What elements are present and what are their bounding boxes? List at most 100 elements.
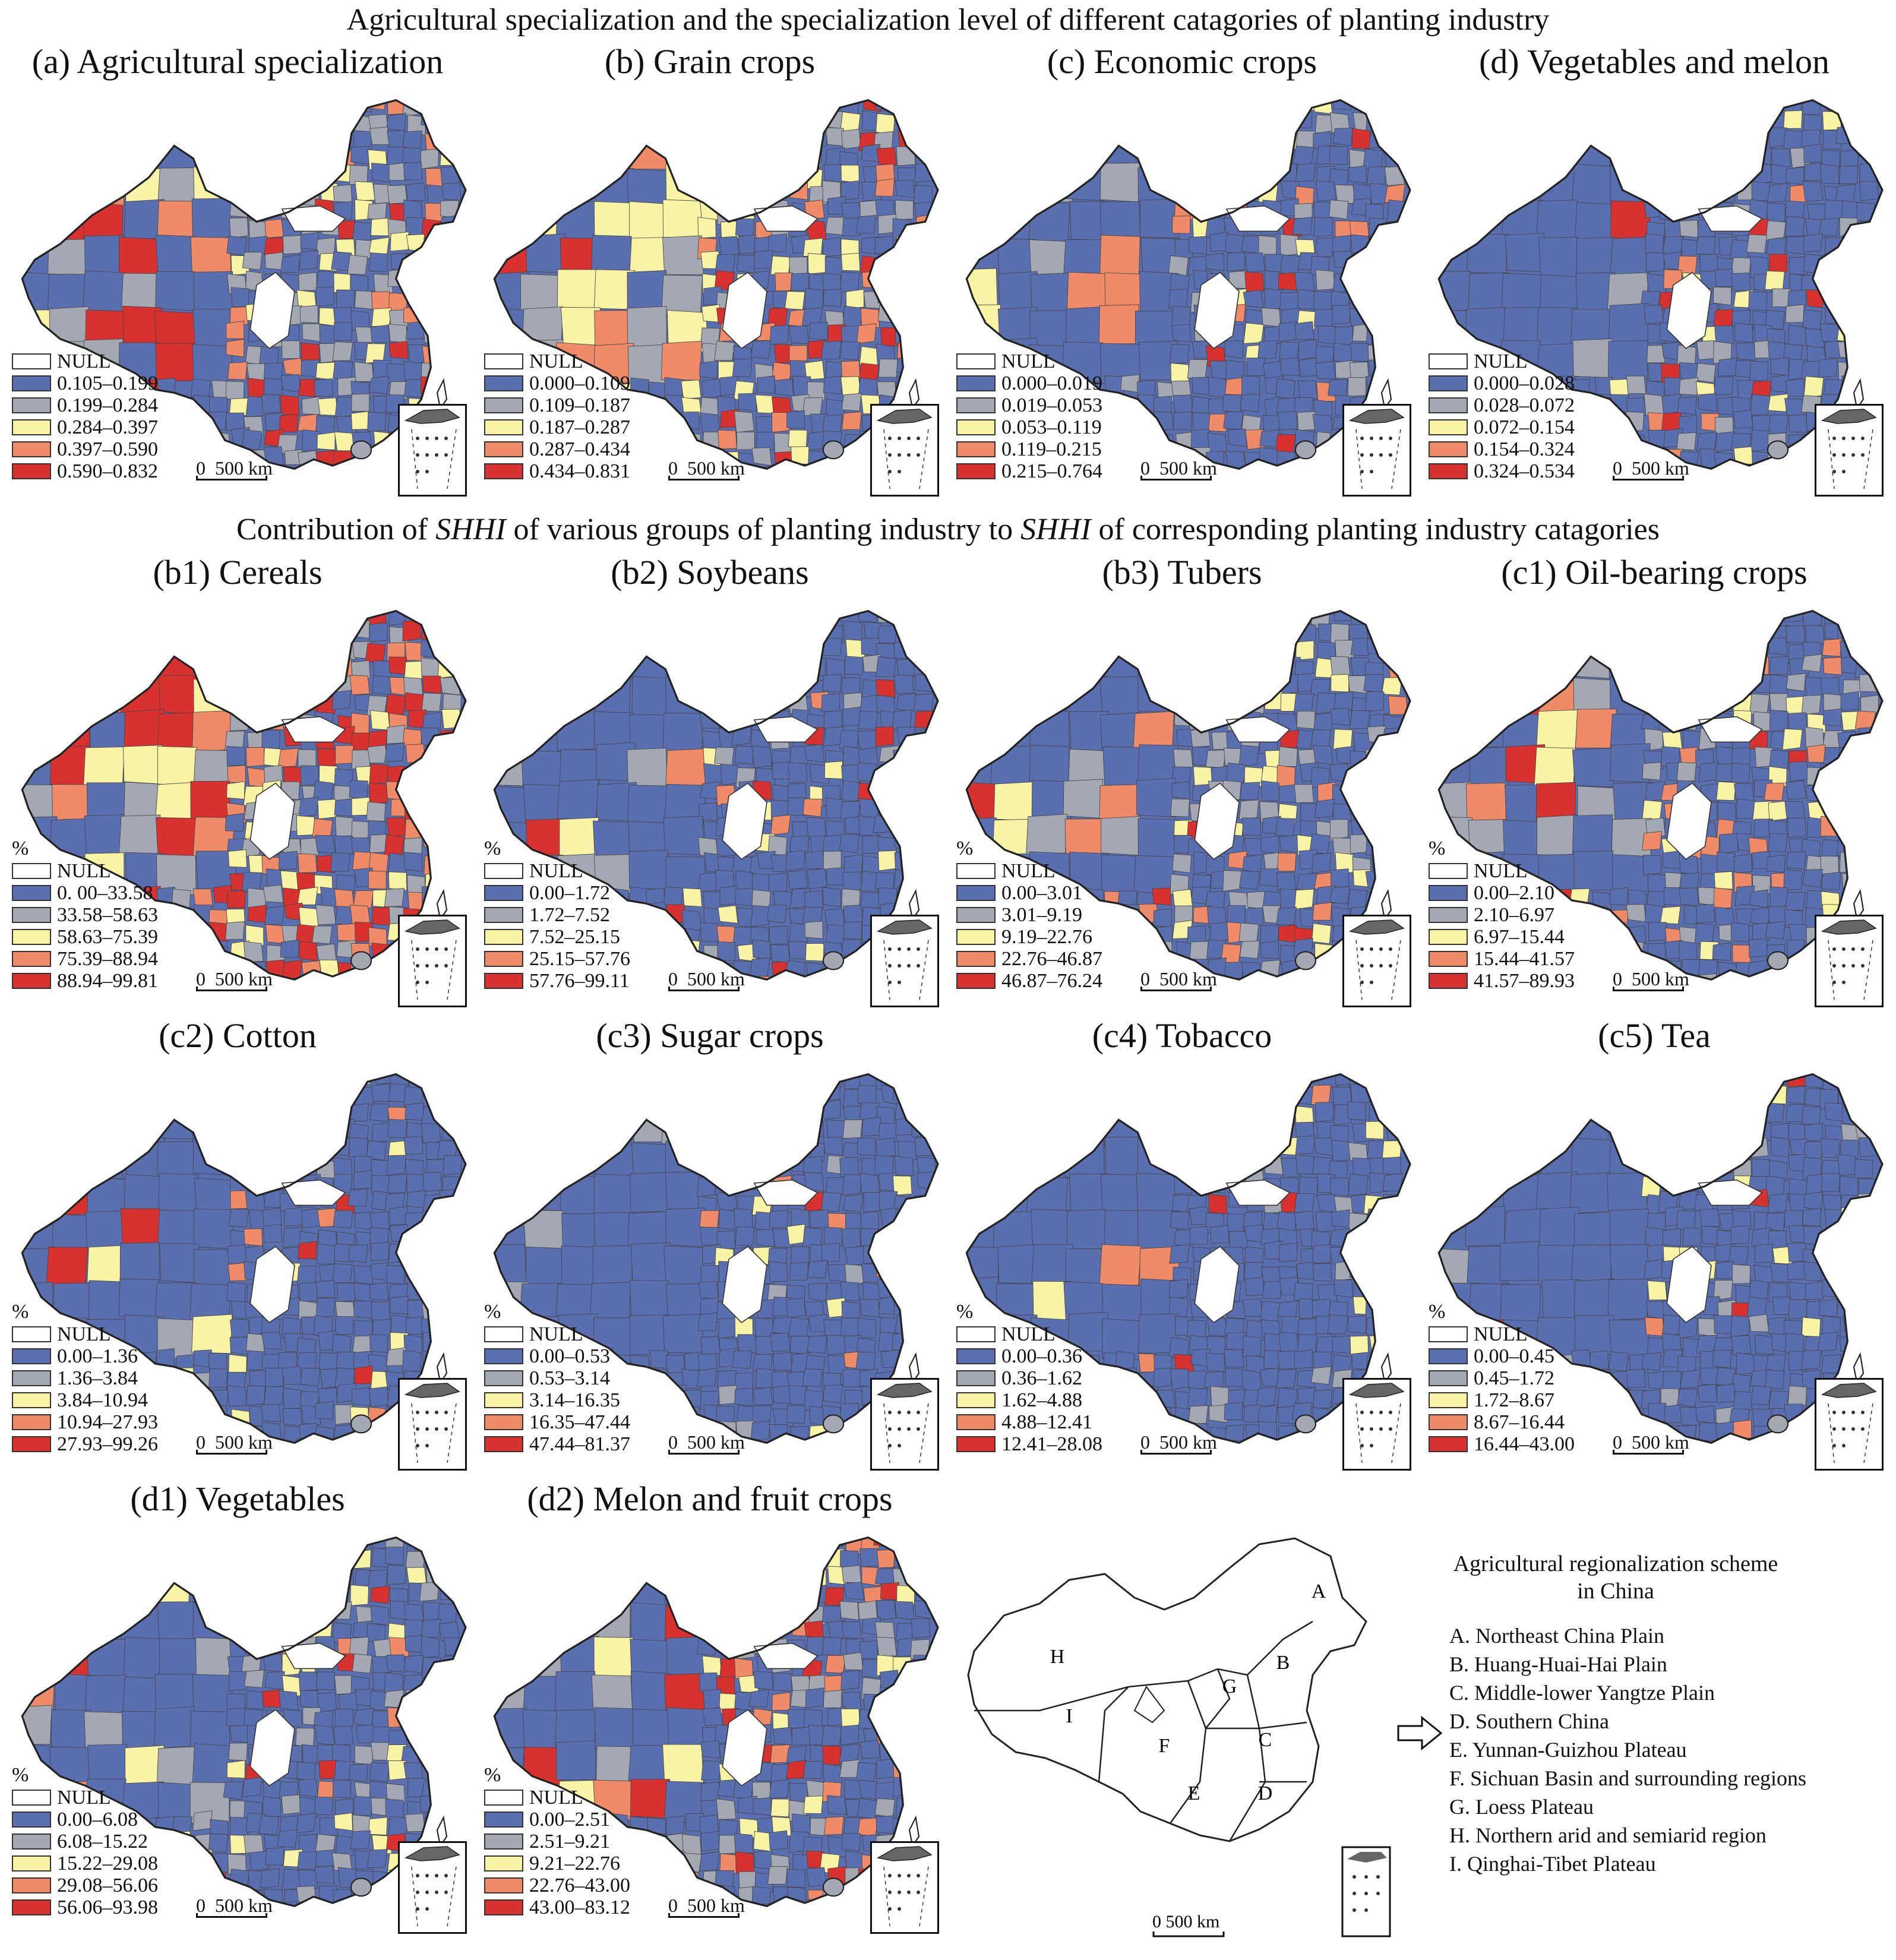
legend-item: 0.287–0.434 <box>484 438 630 460</box>
map-panel: (c3) Sugar crops% NULL 0.00–0.53 0.53–3.14 3… <box>478 1016 941 1479</box>
map-legend: NULL 0.000–0.109 0.109–0.187 0.187–0.287 0.2… <box>484 350 630 482</box>
choropleth-map <box>493 1536 939 1908</box>
legend-item: 29.08–56.06 <box>12 1874 158 1896</box>
south-china-sea-inset <box>1342 915 1411 1007</box>
legend-label: 43.00–83.12 <box>529 1896 630 1918</box>
legend-label: 41.57–89.93 <box>1474 969 1575 992</box>
legend-label: 10.94–27.93 <box>57 1411 158 1433</box>
legend-swatch <box>484 441 523 457</box>
legend-label: NULL <box>1474 350 1528 372</box>
legend-item: 0.154–0.324 <box>1429 438 1575 460</box>
legend-swatch <box>956 1392 996 1408</box>
legend-label: NULL <box>57 350 111 372</box>
map-panel: (c4) Tobacco% NULL 0.00–0.36 0.36–1.62 1.62–… <box>950 1016 1414 1479</box>
legend-swatch <box>12 863 51 879</box>
map-legend: NULL 0.105–0.199 0.199–0.284 0.284–0.397 0.3… <box>12 350 158 482</box>
legend-item: 47.44–81.37 <box>484 1433 630 1455</box>
legend-swatch <box>956 463 996 479</box>
legend-item: 22.76–43.00 <box>484 1874 630 1896</box>
legend-label: 0.105–0.199 <box>57 372 158 394</box>
legend-item: 0.00–3.01 <box>956 882 1102 904</box>
legend-label: NULL <box>1001 350 1056 372</box>
legend-label: 0.00–2.51 <box>529 1808 610 1831</box>
legend-label: 0.36–1.62 <box>1001 1367 1082 1389</box>
legend-item: 0.000–0.109 <box>484 372 630 394</box>
legend-item: 0.00–1.72 <box>484 882 630 904</box>
legend-unit: % <box>956 1301 974 1323</box>
legend-swatch <box>12 1855 51 1872</box>
legend-swatch <box>484 1899 523 1915</box>
legend-swatch <box>956 1348 996 1364</box>
legend-label: 22.76–43.00 <box>529 1874 630 1896</box>
legend-item: 0.019–0.053 <box>956 394 1102 416</box>
legend-item: 43.00–83.12 <box>484 1896 630 1918</box>
legend-swatch <box>1429 463 1468 479</box>
legend-swatch <box>484 1370 523 1386</box>
region-item: G. Loess Plateau <box>1449 1795 1594 1819</box>
legend-unit: % <box>956 837 974 859</box>
legend-item: 0.00–1.36 <box>12 1345 158 1367</box>
legend-swatch <box>956 951 996 967</box>
legend-swatch <box>1429 441 1468 457</box>
legend-label: NULL <box>1474 859 1528 882</box>
legend-item: NULL <box>484 1323 630 1345</box>
panel-title: (c3) Sugar crops <box>596 1016 824 1055</box>
legend-swatch <box>12 353 51 369</box>
legend-item: NULL <box>1429 860 1575 882</box>
legend-item: 75.39–88.94 <box>12 948 158 970</box>
scale-label: 0 500 km <box>1140 1431 1217 1453</box>
legend-label: 0.000–0.019 <box>1001 372 1102 394</box>
region-letter: G <box>1222 1676 1237 1697</box>
legend-label: 2.10–6.97 <box>1474 903 1554 926</box>
legend-label: 0.590–0.832 <box>57 460 158 482</box>
legend-label: 0.109–0.187 <box>529 394 630 416</box>
legend-swatch <box>12 375 51 391</box>
legend-label: 9.19–22.76 <box>1001 925 1092 948</box>
map-legend: % NULL 0.00–1.36 1.36–3.84 3.84–10.94 10.94–2… <box>12 1301 158 1455</box>
legend-item: 25.15–57.76 <box>484 948 630 970</box>
scale-bar: 0 500 km <box>1613 1431 1689 1455</box>
legend-label: 0.434–0.831 <box>529 460 630 482</box>
region-letter: A <box>1312 1580 1326 1602</box>
legend-label: 33.58–58.63 <box>57 903 158 926</box>
legend-item: 0.590–0.832 <box>12 460 158 482</box>
legend-item: 15.44–41.57 <box>1429 948 1575 970</box>
legend-label: NULL <box>529 859 583 882</box>
legend-swatch <box>956 1436 996 1452</box>
legend-label: NULL <box>57 1323 111 1345</box>
legend-label: 0.53–3.14 <box>529 1367 610 1389</box>
scale-bar: 0 500 km <box>668 968 745 991</box>
legend-item: 0.36–1.62 <box>956 1367 1102 1389</box>
legend-swatch <box>484 1414 523 1430</box>
legend-item: NULL <box>484 350 630 372</box>
legend-item: 0.119–0.215 <box>956 438 1102 460</box>
legend-item: 0.000–0.028 <box>1429 372 1575 394</box>
legend-item: 0.00–0.45 <box>1429 1345 1575 1367</box>
legend-swatch <box>484 1348 523 1364</box>
legend-label: 1.62–4.88 <box>1001 1389 1082 1411</box>
scale-label: 0 500 km <box>1613 1431 1689 1453</box>
regionalization-map-svg: A B C D E F G H I 0 500 km <box>967 1537 1391 1937</box>
legend-swatch <box>1429 1392 1468 1408</box>
region-item: D. Southern China <box>1449 1709 1609 1733</box>
legend-unit: % <box>12 1301 29 1323</box>
choropleth-map <box>1437 609 1884 981</box>
region-item: C. Middle-lower Yangtze Plain <box>1449 1681 1715 1705</box>
legend-swatch <box>12 463 51 479</box>
legend-unit: % <box>484 837 501 859</box>
panel-title: (d1) Vegetables <box>130 1480 345 1518</box>
legend-label: 0.119–0.215 <box>1001 438 1102 460</box>
legend-item: 0.434–0.831 <box>484 460 630 482</box>
legend-swatch <box>12 419 51 435</box>
legend-swatch <box>12 1790 51 1806</box>
panel-title: (b1) Cereals <box>153 553 323 592</box>
region-letter: F <box>1159 1735 1170 1757</box>
legend-swatch <box>956 419 996 435</box>
region-item: F. Sichuan Basin and surrounding regions <box>1449 1766 1807 1790</box>
legend-label: 1.36–3.84 <box>57 1367 138 1389</box>
legend-item: NULL <box>1429 1323 1575 1345</box>
region-item: B. Huang-Huai-Hai Plain <box>1449 1652 1667 1676</box>
choropleth-map <box>1437 1073 1884 1444</box>
legend-label: 46.87–76.24 <box>1001 969 1102 992</box>
legend-label: 0.000–0.109 <box>529 372 630 394</box>
